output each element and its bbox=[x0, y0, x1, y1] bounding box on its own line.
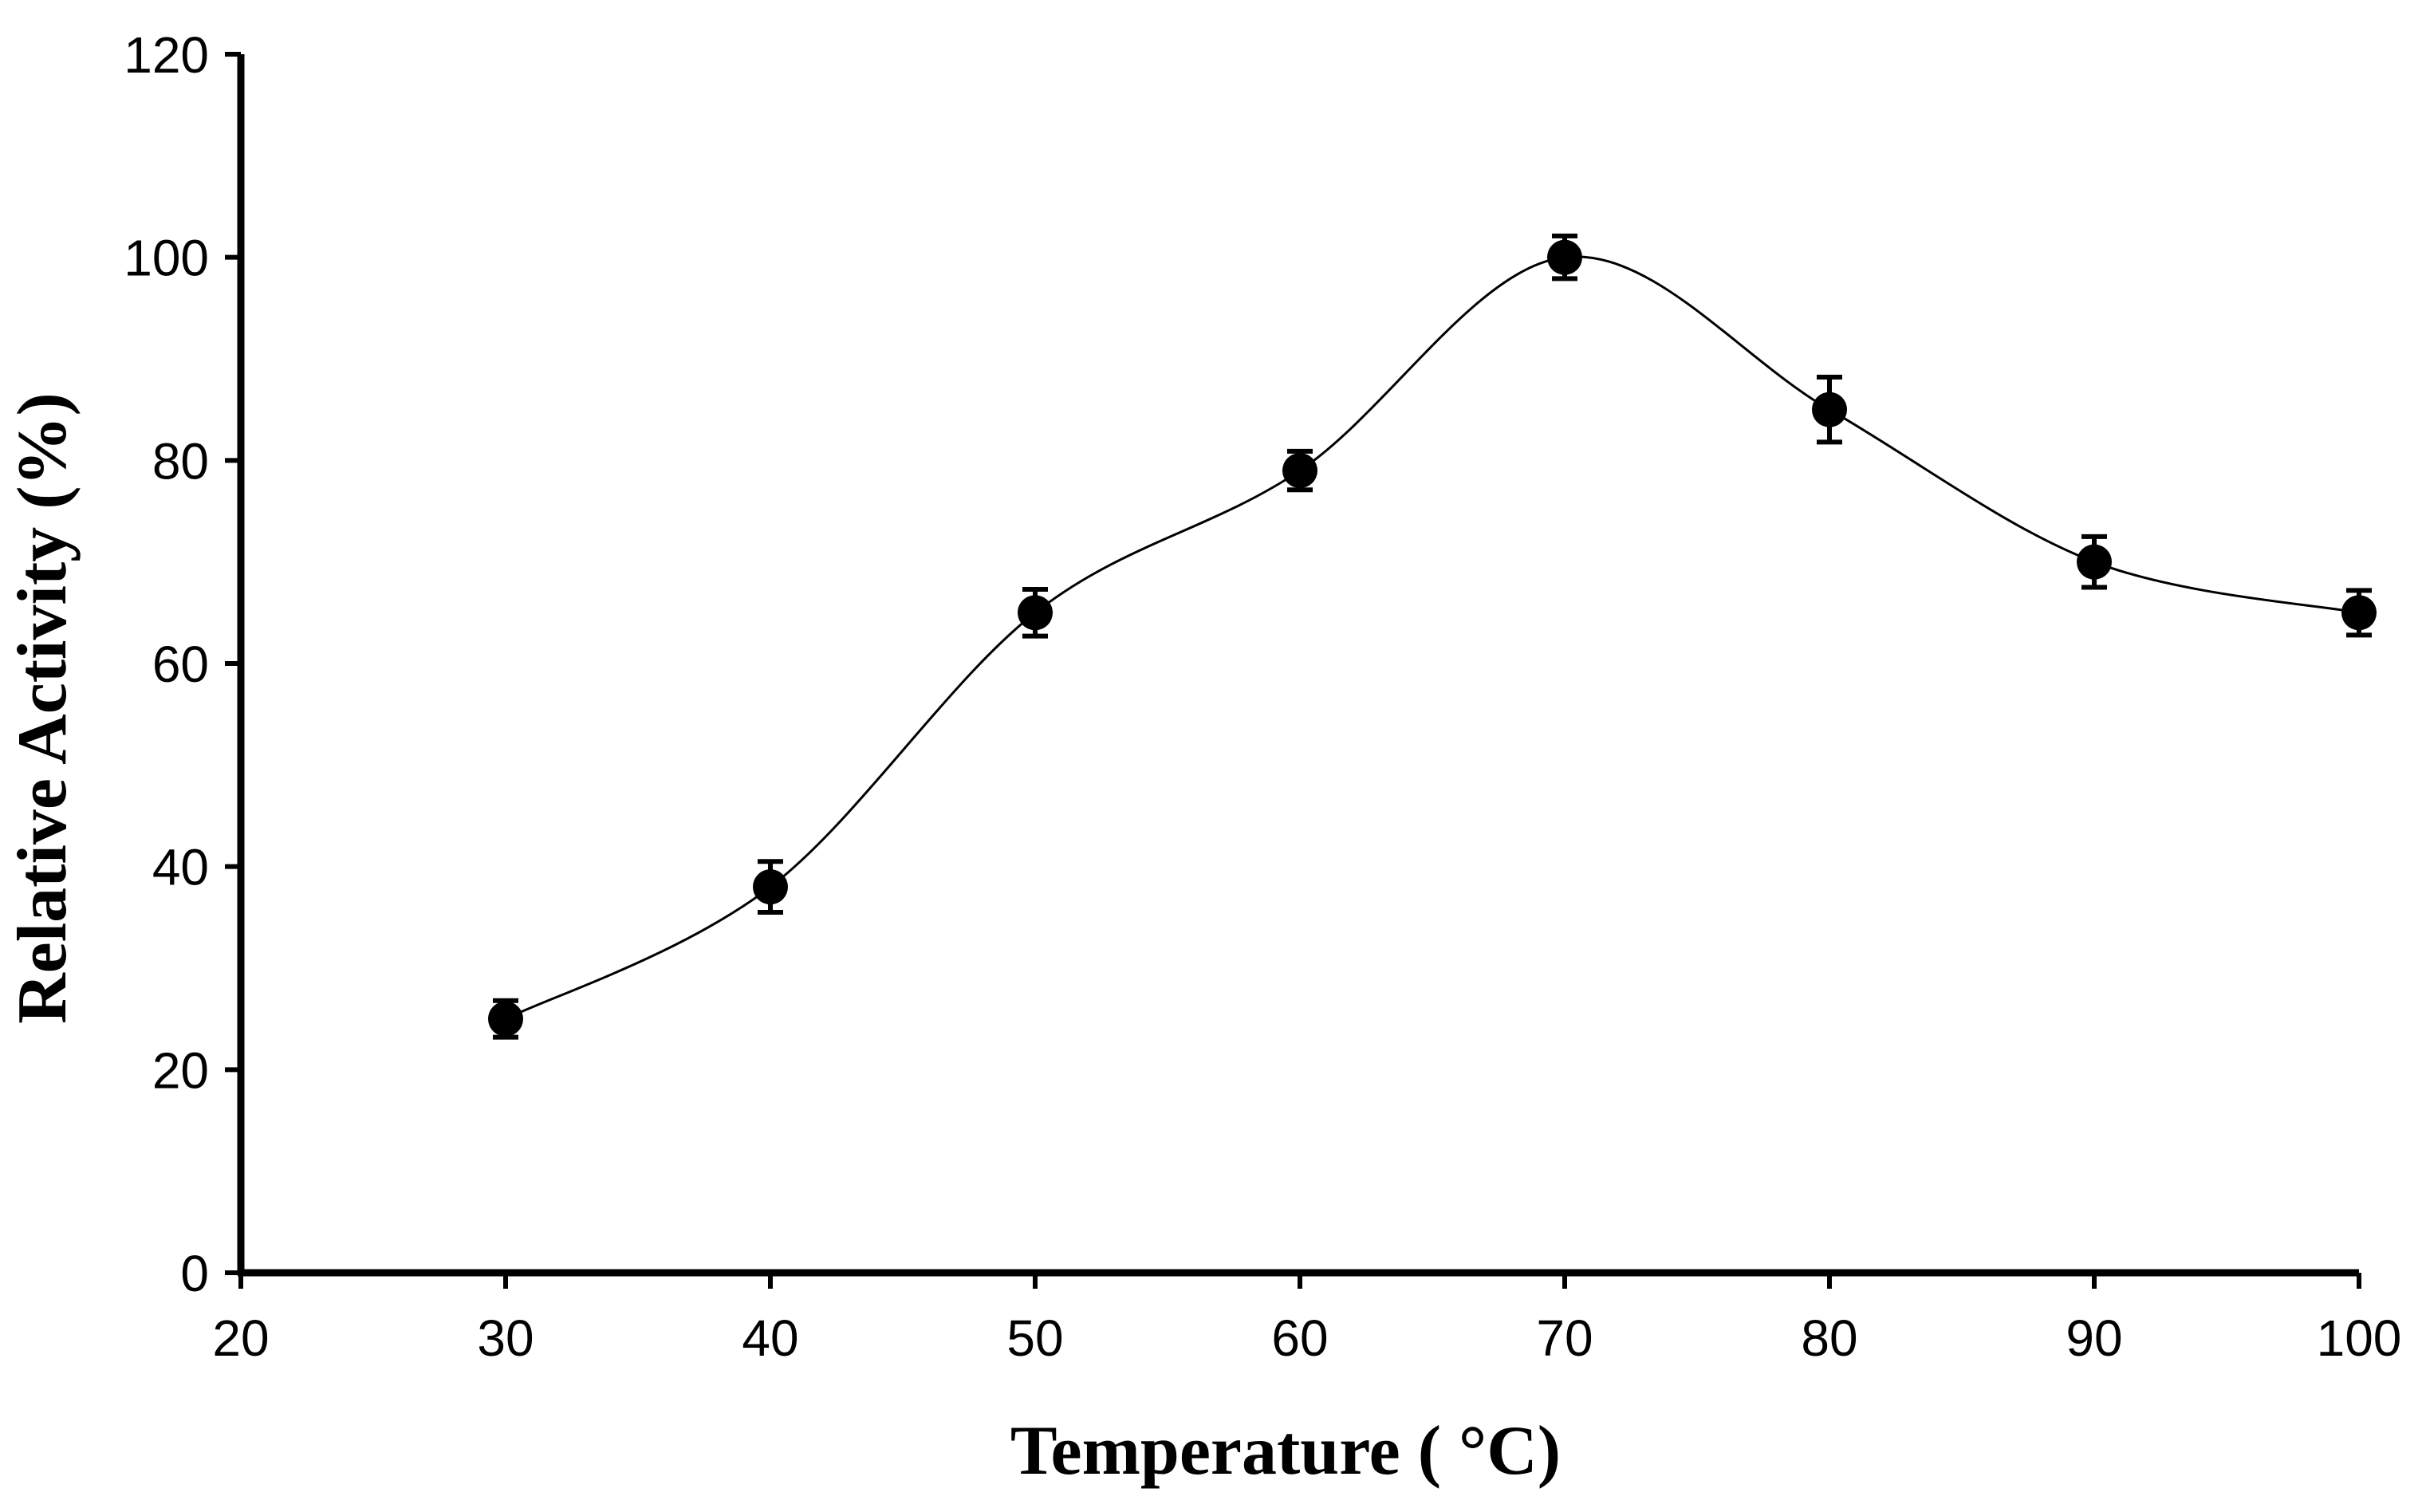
y-tick-label: 80 bbox=[152, 432, 209, 490]
x-tick-label: 60 bbox=[1271, 1309, 1328, 1367]
y-tick-label: 120 bbox=[124, 26, 209, 84]
y-tick-label: 20 bbox=[152, 1041, 209, 1099]
data-point bbox=[753, 869, 788, 905]
smooth-fit-curve bbox=[505, 255, 2360, 1021]
x-tick-label: 40 bbox=[742, 1309, 798, 1367]
data-point bbox=[1282, 453, 1317, 489]
y-tick-label: 0 bbox=[180, 1245, 209, 1302]
y-axis-ticks: 0 20 40 60 80 100 120 bbox=[124, 26, 241, 1302]
x-tick-label: 30 bbox=[477, 1309, 534, 1367]
data-point bbox=[2341, 595, 2377, 631]
x-axis-ticks: 20 30 40 50 60 70 80 90 100 bbox=[212, 1273, 2401, 1367]
data-point bbox=[1812, 392, 1847, 427]
data-point bbox=[1547, 239, 1582, 275]
x-tick-label: 100 bbox=[2317, 1309, 2402, 1367]
y-tick-label: 60 bbox=[152, 636, 209, 693]
data-point bbox=[488, 1001, 523, 1037]
x-tick-label: 90 bbox=[2066, 1309, 2122, 1367]
x-tick-label: 50 bbox=[1006, 1309, 1063, 1367]
x-tick-label: 70 bbox=[1536, 1309, 1593, 1367]
x-axis-title: Temperature ( °C) bbox=[1010, 1412, 1561, 1490]
y-tick-label: 100 bbox=[124, 230, 209, 287]
x-tick-label: 20 bbox=[212, 1309, 269, 1367]
data-point bbox=[2077, 544, 2112, 580]
data-points bbox=[488, 239, 2377, 1037]
error-bars bbox=[493, 233, 2372, 1040]
x-tick-label: 80 bbox=[1801, 1309, 1857, 1367]
y-tick-label: 40 bbox=[152, 839, 209, 896]
y-axis-title: Relative Activity (%) bbox=[4, 392, 81, 1024]
data-point bbox=[1018, 595, 1053, 631]
